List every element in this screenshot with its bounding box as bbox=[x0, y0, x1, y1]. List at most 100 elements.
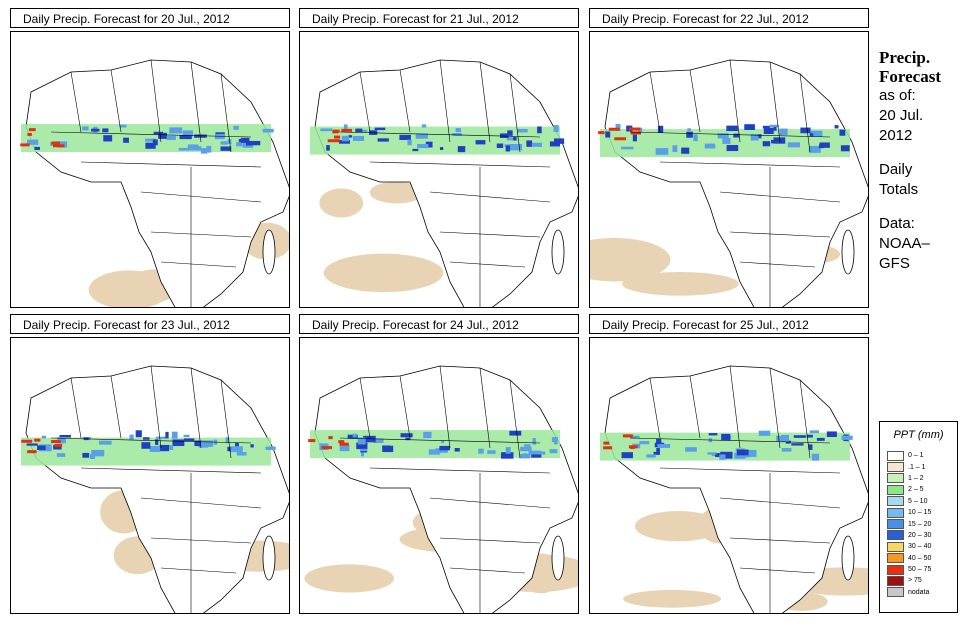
country-border bbox=[70, 377, 82, 439]
madagascar-outline bbox=[551, 229, 565, 275]
country-border bbox=[399, 69, 411, 133]
rain-cell bbox=[169, 127, 183, 134]
legend-label: 1 – 2 bbox=[908, 474, 924, 482]
rain-cell bbox=[183, 434, 190, 438]
legend-label: 30 – 40 bbox=[908, 543, 932, 551]
country-border bbox=[649, 71, 661, 133]
country-border bbox=[429, 497, 551, 509]
precip-map bbox=[589, 337, 869, 614]
continent-outline bbox=[604, 59, 868, 307]
rain-cell bbox=[773, 126, 777, 131]
legend-label: 15 – 20 bbox=[908, 520, 932, 528]
rain-cell bbox=[747, 449, 757, 457]
rain-cell bbox=[326, 145, 330, 151]
legend-swatch bbox=[887, 496, 904, 507]
legend-swatch bbox=[887, 553, 904, 564]
rain-cell bbox=[26, 443, 38, 446]
rain-cell bbox=[91, 449, 105, 457]
country-border bbox=[150, 537, 252, 544]
legend-swatch bbox=[887, 519, 904, 530]
rain-cell bbox=[520, 446, 532, 452]
data-source-line2: NOAA– bbox=[879, 235, 930, 252]
rain-cell bbox=[152, 139, 158, 146]
rain-cell bbox=[818, 144, 824, 149]
madagascar-outline bbox=[551, 535, 565, 581]
rain-cell bbox=[500, 452, 514, 459]
side-title-line2: Forecast bbox=[879, 67, 941, 86]
rain-cell bbox=[657, 125, 664, 133]
rain-cell bbox=[34, 146, 40, 150]
rain-cell bbox=[769, 124, 779, 128]
country-border bbox=[439, 537, 541, 544]
rain-cell bbox=[553, 125, 559, 132]
country-border bbox=[729, 365, 741, 449]
legend-label: nodata bbox=[908, 588, 930, 596]
rain-cell bbox=[246, 141, 252, 146]
heavy-rain-cell bbox=[308, 439, 316, 443]
rain-cell bbox=[639, 441, 650, 445]
rain-cell bbox=[412, 148, 419, 152]
heavy-rain-cell bbox=[614, 137, 627, 141]
rain-cell bbox=[165, 431, 169, 439]
rain-cell bbox=[528, 450, 542, 455]
rain-cell bbox=[771, 139, 777, 144]
dry-area bbox=[319, 188, 364, 218]
rain-cell bbox=[439, 147, 444, 151]
country-border bbox=[359, 377, 371, 439]
country-border bbox=[729, 59, 741, 143]
rain-cell bbox=[554, 138, 565, 144]
rain-cell bbox=[194, 440, 204, 447]
rain-cell bbox=[149, 446, 161, 452]
rain-cell bbox=[478, 448, 484, 454]
heavy-rain-cell bbox=[339, 442, 349, 446]
rain-cell bbox=[656, 438, 662, 444]
rain-cell bbox=[537, 126, 542, 134]
rain-cell bbox=[763, 127, 774, 135]
country-border bbox=[190, 61, 202, 143]
rain-cell bbox=[423, 431, 432, 439]
map-canvas bbox=[590, 59, 868, 307]
heavy-rain-cell bbox=[628, 445, 638, 449]
legend-swatch bbox=[887, 530, 904, 541]
continent-outline bbox=[314, 365, 578, 613]
rain-cell bbox=[236, 142, 243, 147]
legend-label: 2 – 5 bbox=[908, 486, 924, 494]
dry-area bbox=[622, 271, 739, 296]
rain-cell bbox=[551, 437, 558, 442]
continent-outline bbox=[25, 365, 289, 613]
country-border bbox=[50, 437, 252, 444]
rain-cell bbox=[91, 128, 100, 132]
rain-cell bbox=[810, 130, 823, 137]
rain-cell bbox=[779, 128, 788, 136]
legend-swatch bbox=[887, 587, 904, 598]
legend-label: > 75 bbox=[908, 577, 922, 585]
heavy-rain-cell bbox=[603, 441, 610, 445]
rain-cell bbox=[141, 442, 151, 449]
rain-cell bbox=[454, 448, 460, 452]
legend-label: 5 – 10 bbox=[908, 497, 928, 505]
heavy-rain-cell bbox=[608, 127, 620, 131]
rain-cell bbox=[439, 445, 450, 451]
country-border bbox=[739, 261, 816, 268]
asof-label: as of: bbox=[879, 87, 916, 104]
rain-cell bbox=[169, 445, 174, 450]
rain-cell bbox=[135, 430, 142, 438]
rain-cell bbox=[496, 143, 504, 148]
rain-cell bbox=[826, 431, 837, 437]
rain-cell bbox=[233, 125, 239, 130]
rain-cell bbox=[102, 128, 109, 133]
rain-cell bbox=[435, 448, 448, 453]
legend-item: 40 – 50 bbox=[887, 553, 931, 564]
rain-cell bbox=[721, 433, 731, 441]
rain-cell bbox=[744, 124, 755, 130]
asof-year: 2012 bbox=[879, 127, 913, 144]
rain-cell bbox=[235, 442, 239, 450]
heavy-rain-cell bbox=[598, 131, 605, 135]
panel-title: Daily Precip. Forecast for 23 Jul., 2012 bbox=[10, 314, 290, 334]
precip-map bbox=[299, 31, 579, 308]
totals-line1: Daily bbox=[879, 161, 913, 178]
rain-cell bbox=[549, 449, 558, 454]
country-border bbox=[449, 261, 526, 268]
rain-cell bbox=[719, 454, 726, 460]
panel-title: Daily Precip. Forecast for 24 Jul., 2012 bbox=[299, 314, 579, 334]
